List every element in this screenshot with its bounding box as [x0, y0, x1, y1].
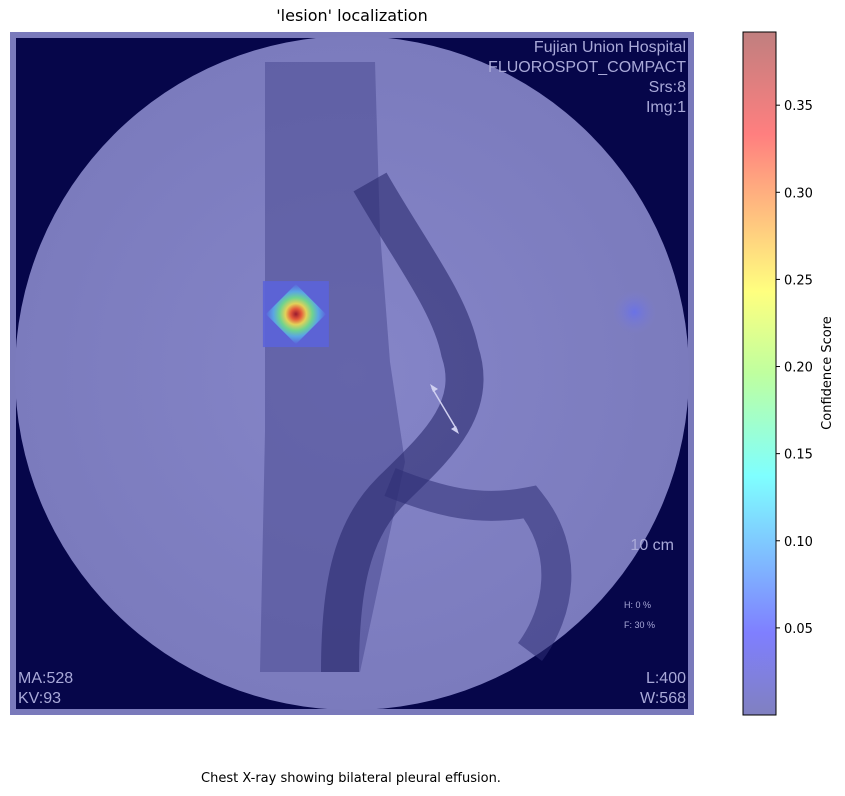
arrow-marker: [431, 387, 458, 431]
overlay-scale-text: 10 cm: [630, 537, 674, 554]
overlay-text-top-right: Fujian Union Hospital: [534, 39, 686, 56]
chart-title: 'lesion' localization: [276, 6, 428, 25]
overlay-text-bottom-left: KV:93: [18, 690, 61, 707]
colorbar-gradient: [742, 31, 777, 716]
overlay-small-text: F: 30 %: [624, 620, 655, 630]
colorbar-tick-label: 0.15: [784, 448, 813, 463]
overlay-text-top-right: Srs:8: [649, 79, 686, 96]
figure-caption: Chest X-ray showing bilateral pleural ef…: [201, 771, 501, 786]
colorbar-tick-label: 0.35: [784, 99, 813, 114]
overlay-text-bottom-right: W:568: [640, 690, 686, 707]
esophagus-shadow: [321, 172, 484, 673]
stomach-shadow: [384, 468, 572, 661]
xray-heatmap-plot: Fujian Union Hospital FLUOROSPOT_COMPACT S…: [10, 32, 694, 715]
colorbar-label: Confidence Score: [820, 316, 835, 430]
overlay-text-bottom-right: L:400: [646, 670, 686, 687]
colorbar-tick-label: 0.25: [784, 273, 813, 288]
colorbar-tick-label: 0.30: [784, 186, 813, 201]
overlay-text-bottom-left: MA:528: [18, 670, 73, 687]
heatmap-hotspot: [265, 284, 326, 345]
overlay-text-top-right: Img:1: [646, 99, 686, 116]
colorbar-tick-label: 0.05: [784, 622, 813, 637]
colorbar-tick-label: 0.20: [784, 361, 813, 376]
overlay-small-text: H: 0 %: [624, 600, 651, 610]
colorbar: 0.05 0.10 0.15 0.20 0.25 0.30 0.35 Confidence …: [742, 31, 835, 716]
colorbar-tick-label: 0.10: [784, 535, 813, 550]
heatmap-hotspot: [612, 290, 657, 335]
overlay-text-top-right: FLUOROSPOT_COMPACT: [488, 59, 686, 76]
